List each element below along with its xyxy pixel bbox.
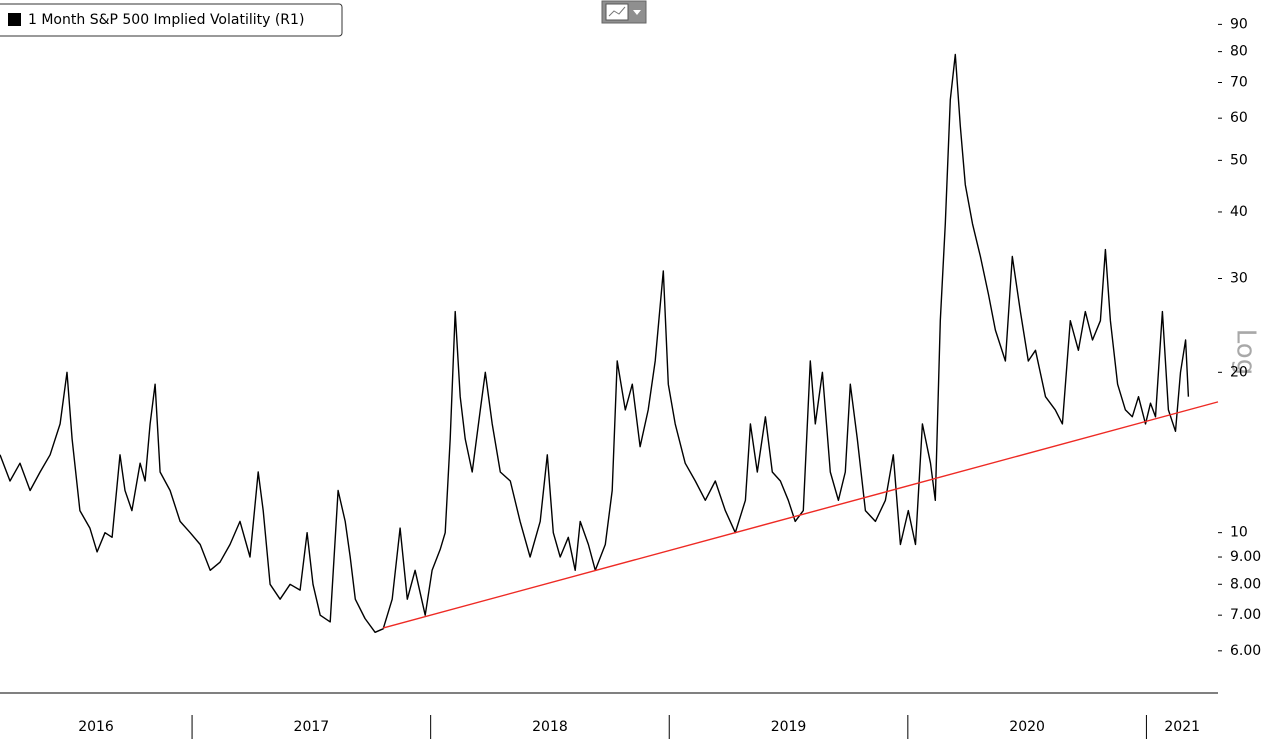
icon-inner[interactable] (605, 3, 629, 21)
legend-label: 1 Month S&P 500 Implied Volatility (R1) (28, 12, 304, 28)
legend-box (0, 3, 343, 37)
y-tick-label: 70 (1230, 75, 1248, 91)
x-tick-label: 2021 (1164, 719, 1200, 735)
chart-type-icon[interactable] (601, 0, 647, 24)
legend-swatch (8, 13, 21, 26)
trend-line (382, 401, 1219, 629)
x-tick-label: 2019 (771, 719, 807, 735)
y-tick-label: 7.00 (1230, 607, 1261, 623)
y-tick-label: 50 (1230, 152, 1248, 168)
y-tick-label: 80 (1230, 44, 1248, 60)
y-tick-label: 40 (1230, 204, 1248, 220)
x-tick-label: 2017 (294, 719, 330, 735)
icon-line[interactable] (608, 6, 626, 17)
y-tick-label: 10 (1230, 525, 1248, 541)
series-line (0, 53, 1190, 633)
legend: 1 Month S&P 500 Implied Volatility (R1) (0, 3, 343, 37)
y-tick-label: 8.00 (1230, 576, 1261, 592)
y-tick-label: 90 (1230, 16, 1248, 32)
y-tick-label: 6.00 (1230, 643, 1261, 659)
y-tick-label: 30 (1230, 271, 1248, 287)
y-tick-label: 60 (1230, 110, 1248, 126)
y-tick-label: 9.00 (1230, 549, 1261, 565)
x-tick-label: 2020 (1009, 719, 1045, 735)
icon-arrow[interactable] (633, 10, 641, 15)
y-tick-label: 20 (1230, 364, 1248, 380)
x-tick-label: 2016 (78, 719, 114, 735)
scale-note: Log (1231, 329, 1261, 375)
x-tick-label: 2018 (532, 719, 568, 735)
